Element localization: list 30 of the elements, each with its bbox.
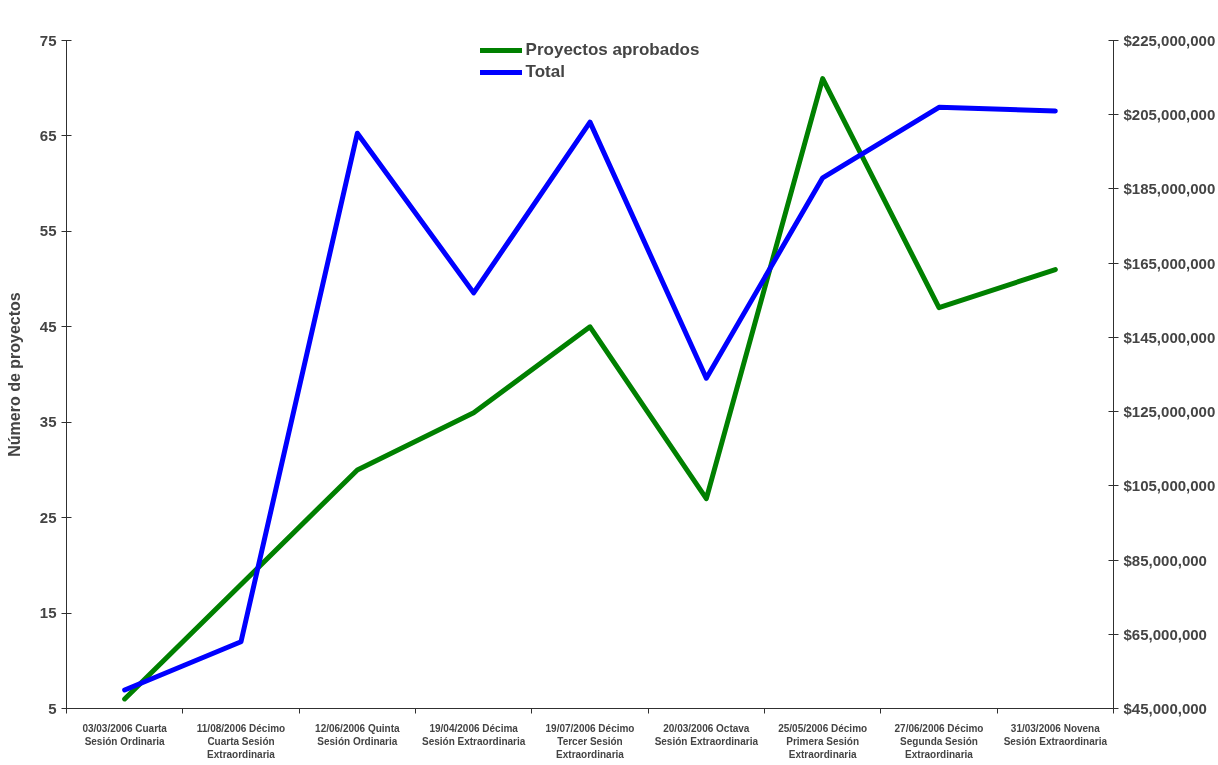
y2-tick-label: $225,000,000 bbox=[1123, 32, 1216, 49]
y-tick-label: 35 bbox=[39, 413, 57, 431]
y-tick-label: 75 bbox=[39, 31, 57, 49]
y-axis-title: Número de proyectos bbox=[5, 292, 23, 457]
x-tick-label: 11/08/2006 Décimo Cuarta Sesión Extraordinaria bbox=[196, 722, 286, 760]
x-tick-label: 12/06/2006 Quinta Sesión Ordinaria bbox=[315, 722, 401, 747]
y2-tick-label: $85,000,000 bbox=[1123, 551, 1207, 569]
y-tick-label: 55 bbox=[39, 222, 57, 240]
y2-tick-label: $125,000,000 bbox=[1123, 403, 1216, 421]
y2-tick-label: $185,000,000 bbox=[1123, 180, 1216, 198]
y2-tick-label: $65,000,000 bbox=[1123, 625, 1207, 643]
legend-label: Proyectos aprobados bbox=[525, 40, 700, 60]
y-tick-label: 65 bbox=[39, 126, 57, 144]
y2-tick-label: $145,000,000 bbox=[1123, 328, 1216, 346]
y2-tick-label: $105,000,000 bbox=[1123, 477, 1216, 495]
x-tick-label: 19/07/2006 Décimo Tercer Sesión Extraordinaria bbox=[545, 722, 635, 760]
y-tick-label: 45 bbox=[39, 317, 57, 335]
x-tick-label: 03/03/2006 Cuarta Sesión Ordinaria bbox=[82, 722, 168, 747]
x-tick-label: 31/03/2006 Novena Sesión Extraordinaria bbox=[1003, 722, 1108, 747]
y2-tick-label: $165,000,000 bbox=[1123, 254, 1216, 272]
legend-label: Total bbox=[525, 62, 565, 82]
y-tick-label: 25 bbox=[39, 508, 57, 526]
x-tick-label: 20/03/2006 Octava Sesión Extraordinaria bbox=[654, 722, 759, 747]
y-tick-label: 15 bbox=[39, 604, 57, 622]
y-tick-label: 5 bbox=[48, 699, 57, 717]
x-tick-label: 27/06/2006 Décimo Segunda Sesión Extraordinaria bbox=[894, 722, 984, 760]
y2-tick-label: $45,000,000 bbox=[1123, 700, 1207, 717]
x-tick-label: 19/04/2006 Décima Sesión Extraordinaria bbox=[421, 722, 526, 747]
y2-tick-label: $205,000,000 bbox=[1123, 106, 1216, 124]
x-tick-label: 25/05/2006 Décimo Primera Sesión Extraordinaria bbox=[778, 722, 868, 760]
